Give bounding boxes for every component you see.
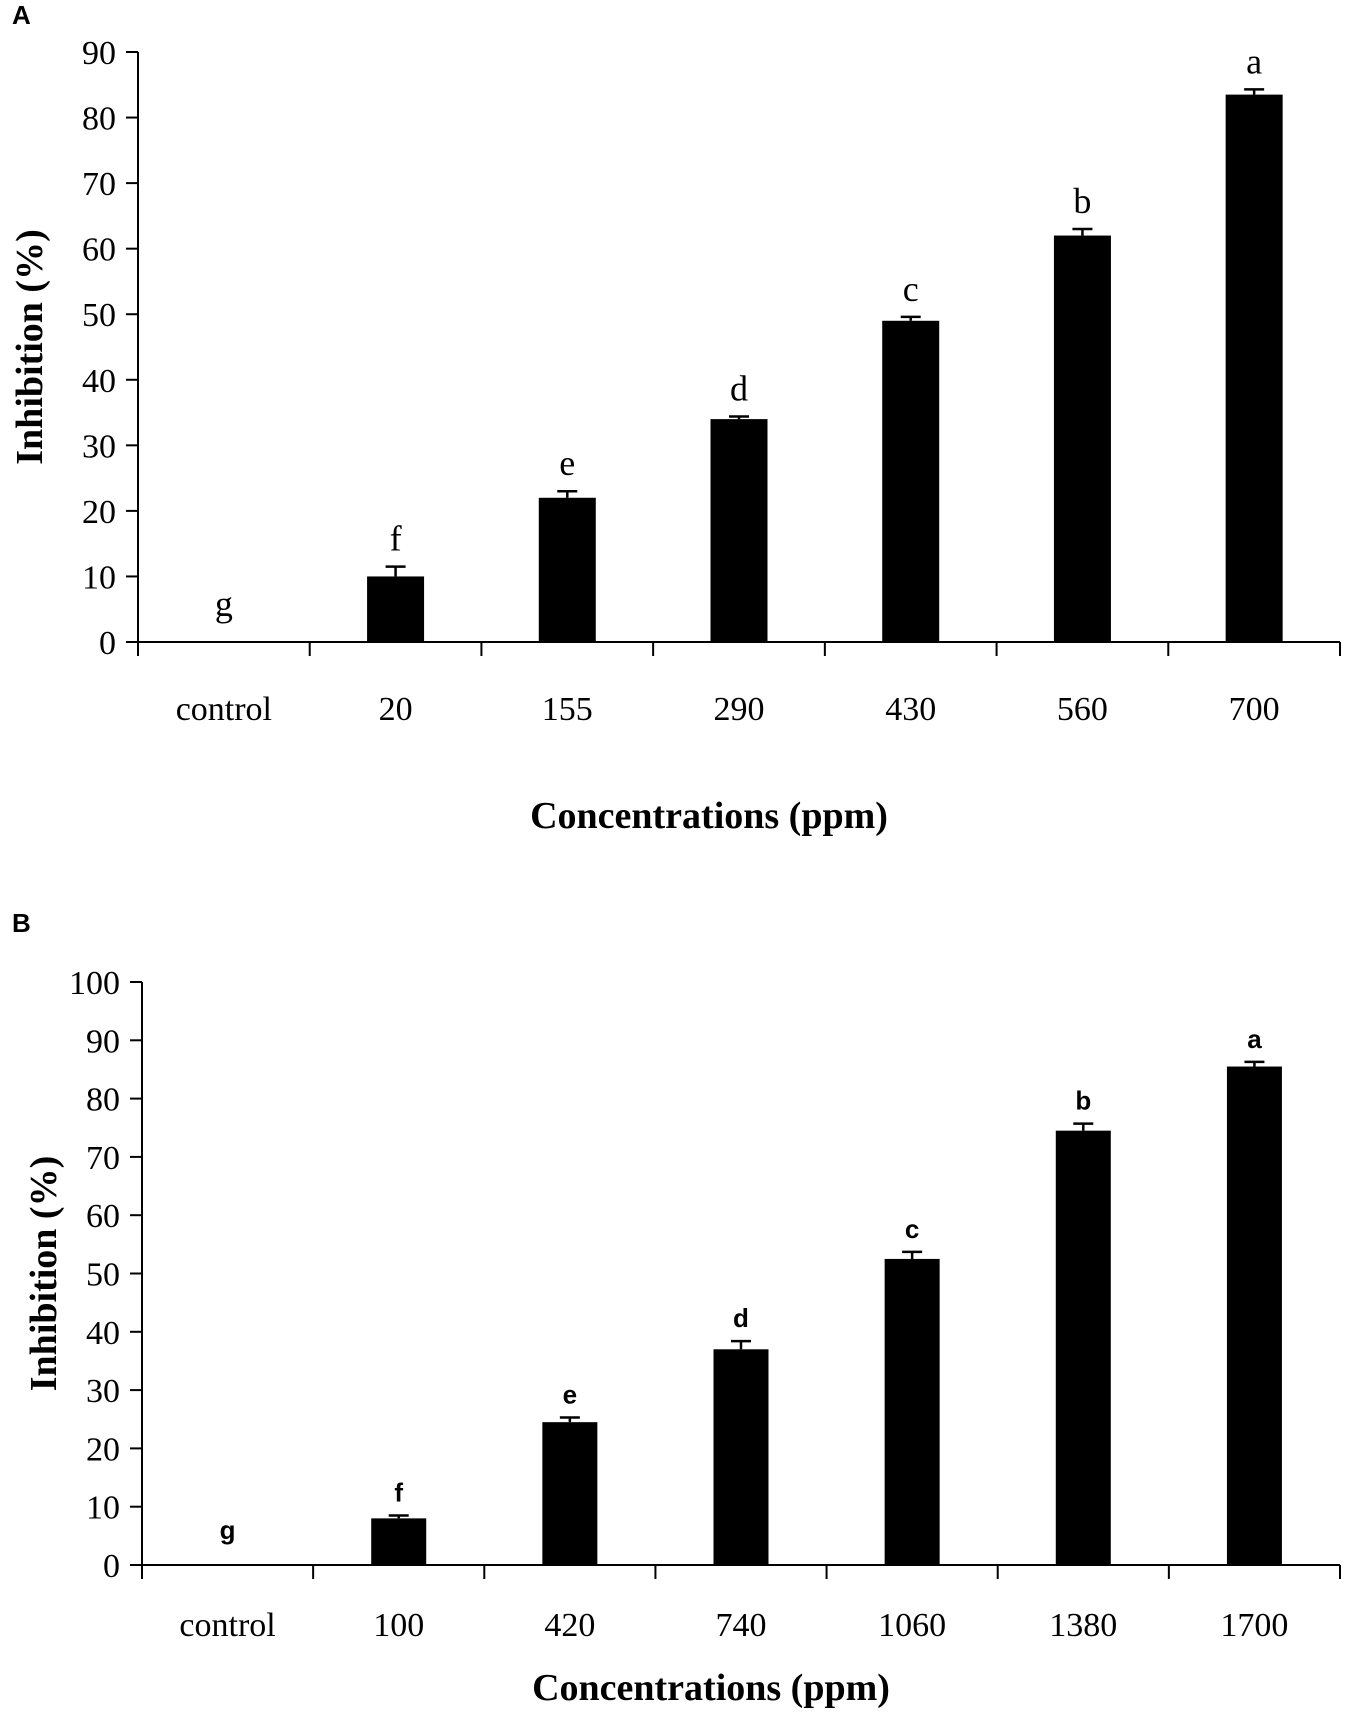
panel-a-y-tick-label-10: 10: [82, 559, 116, 596]
panel-b-y-tick-label-20: 20: [86, 1431, 120, 1468]
panel-a-bar-700: [1225, 94, 1283, 643]
panel-b-y-tick-label-70: 70: [86, 1140, 120, 1177]
panel-b-x-axis-title: Concentrations (ppm): [532, 1667, 890, 1709]
panel-b-y-ticks: 0 10 20 30 40 50 60 70 80 90 100: [69, 965, 142, 1585]
panel-b-significance-letter-1380: b: [1075, 1086, 1091, 1116]
panel-b-significance-letter-740: d: [733, 1303, 749, 1333]
panel-a-significance-letter-155: e: [559, 443, 575, 483]
panel-a-x-tick-label-560: 560: [1057, 691, 1108, 728]
panel-b-bar-1700: [1226, 1066, 1282, 1565]
panel-b-bar-740: [713, 1349, 769, 1565]
panel-a-y-tick-label-60: 60: [82, 232, 116, 269]
panel-a-error-bars: [385, 88, 1265, 577]
panel-b-bar-420: [542, 1422, 598, 1565]
panel-a-x-axis-title: Concentrations (ppm): [530, 795, 888, 837]
panel-a-significance-letter-430: c: [903, 269, 919, 309]
panel-b-bars: [371, 1066, 1282, 1565]
panel-b-y-tick-label-60: 60: [86, 1198, 120, 1235]
panel-label-a: A: [12, 0, 31, 30]
panel-b-x-tick-label-1700: 1700: [1220, 1607, 1288, 1644]
panel-a-chart: A g f e d c b a 0 10 20 30 40 50 60 70 80 90 control 20 1…: [9, 0, 1341, 837]
panel-b-y-axis-title: Inhibition (%): [23, 1156, 65, 1391]
panel-b-y-tick-label-10: 10: [86, 1490, 120, 1527]
panel-b-bar-100: [371, 1518, 427, 1565]
panel-a-significance-letter-700: a: [1246, 41, 1262, 81]
panel-b-significance-letter-420: e: [563, 1380, 577, 1410]
panel-a-x-tick-label-control: control: [176, 691, 272, 728]
panel-b-y-tick-label-50: 50: [86, 1257, 120, 1294]
panel-a-bar-560: [1053, 235, 1111, 643]
panel-a-significance-letter-20: f: [390, 519, 402, 559]
panel-b-significance-letters: g f e d c b a: [220, 1024, 1263, 1545]
panel-a-x-ticks: control 20 155 290 430 560 700: [137, 642, 1341, 728]
panel-a-bars: [367, 94, 1283, 643]
panel-b-significance-letter-100: f: [394, 1477, 403, 1507]
panel-a-significance-letter-290: d: [730, 368, 748, 408]
panel-b-bar-1060: [884, 1258, 940, 1565]
panel-a-x-tick-label-290: 290: [714, 691, 765, 728]
panel-b-y-tick-label-90: 90: [86, 1023, 120, 1060]
panel-a-y-tick-label-80: 80: [82, 101, 116, 138]
panel-a-y-tick-label-0: 0: [99, 625, 116, 662]
panel-b-y-tick-label-0: 0: [103, 1548, 120, 1585]
panel-b-x-tick-label-100: 100: [373, 1607, 424, 1644]
panel-a-y-tick-label-40: 40: [82, 363, 116, 400]
panel-b-y-tick-label-100: 100: [69, 965, 120, 1002]
panel-a-y-tick-label-50: 50: [82, 297, 116, 334]
panel-b-x-tick-label-740: 740: [716, 1607, 767, 1644]
panel-a-significance-letter-560: b: [1073, 181, 1091, 221]
panel-a-bar-290: [710, 419, 768, 642]
panel-a-x-tick-label-700: 700: [1229, 691, 1280, 728]
panel-b-significance-letter-1060: c: [905, 1214, 919, 1244]
panel-a-x-tick-label-20: 20: [379, 691, 413, 728]
panel-b-error-bars: [388, 1060, 1265, 1519]
panel-a-significance-letters: g f e d c b a: [215, 41, 1262, 624]
panel-label-b: B: [12, 908, 31, 938]
panel-b-significance-letter-control: g: [220, 1515, 236, 1545]
panel-a-bar-430: [882, 320, 940, 642]
panel-b-x-tick-label-1060: 1060: [878, 1607, 946, 1644]
panel-b-chart: B g f e d c b a 0 10 20 30 40 50 60 70 80 90 100 control…: [12, 908, 1341, 1709]
panel-b-y-tick-label-30: 30: [86, 1373, 120, 1410]
panel-a-x-tick-label-430: 430: [885, 691, 936, 728]
panel-a-y-tick-label-30: 30: [82, 428, 116, 465]
panel-b-y-tick-label-40: 40: [86, 1315, 120, 1352]
panel-b-x-ticks: control 100 420 740 1060 1380 1700: [141, 1565, 1341, 1644]
panel-a-significance-letter-control: g: [215, 584, 233, 624]
panel-b-x-tick-label-1380: 1380: [1049, 1607, 1117, 1644]
panel-a-bar-20: [367, 576, 425, 642]
panel-b-x-tick-label-420: 420: [544, 1607, 595, 1644]
panel-a-y-tick-label-70: 70: [82, 166, 116, 203]
panel-a-x-tick-label-155: 155: [542, 691, 593, 728]
panel-a-y-tick-label-90: 90: [82, 35, 116, 72]
panel-b-bar-1380: [1055, 1130, 1111, 1565]
panel-a-y-ticks: 0 10 20 30 40 50 60 70 80 90: [82, 35, 138, 662]
panel-a-bar-155: [538, 497, 596, 642]
panel-a-y-axis-title: Inhibition (%): [9, 229, 51, 464]
panel-b-x-tick-label-control: control: [179, 1607, 275, 1644]
panel-b-significance-letter-1700: a: [1247, 1024, 1262, 1054]
panel-a-y-tick-label-20: 20: [82, 494, 116, 531]
panel-b-y-tick-label-80: 80: [86, 1082, 120, 1119]
